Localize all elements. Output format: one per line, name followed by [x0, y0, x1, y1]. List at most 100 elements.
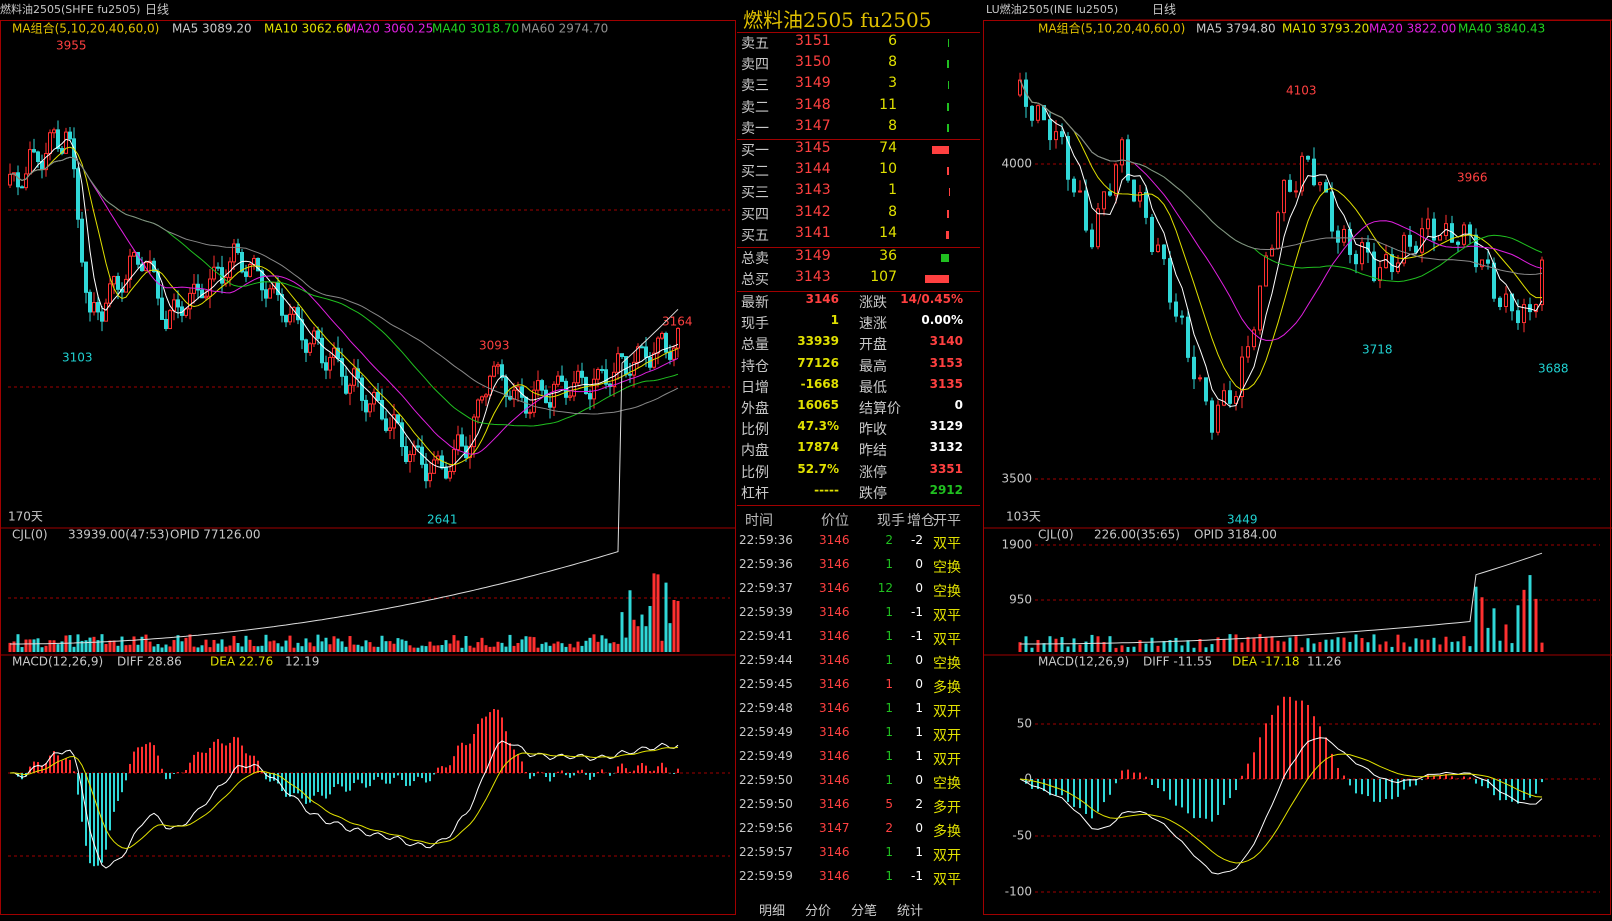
tab[interactable]: 统计 [897, 900, 923, 919]
book-label: 总卖 [741, 248, 769, 268]
price-label: 3688 [1538, 362, 1569, 376]
stat-value: 77126 [789, 356, 839, 370]
stat-label: 持仓 [741, 356, 769, 376]
days: 103天 [1006, 510, 1041, 524]
volume-bar [1283, 642, 1286, 652]
candle [101, 312, 104, 321]
trade-time: 22:59:48 [739, 701, 793, 715]
period[interactable]: 日线 [1152, 3, 1176, 17]
volume-bar [1157, 646, 1160, 652]
candle [325, 363, 328, 370]
candle [409, 455, 412, 462]
trade-price: 3146 [819, 605, 850, 619]
volume-bar [313, 646, 316, 652]
axis-label: -100 [1005, 885, 1032, 899]
trade-type: 双开 [933, 725, 961, 745]
trade-time: 22:59:50 [739, 773, 793, 787]
tab[interactable]: 分笔 [851, 900, 877, 919]
trade-price: 3146 [819, 797, 850, 811]
volume-bar [1499, 641, 1502, 652]
volume-bar [1505, 624, 1508, 652]
trade-type: 空换 [933, 581, 961, 601]
stat-value: 3146 [789, 292, 839, 306]
volume-bar [281, 646, 284, 652]
volume-bar [617, 644, 620, 652]
volume-bar [389, 641, 392, 652]
volume-bar [549, 646, 552, 652]
tab[interactable]: 明细 [759, 900, 785, 919]
macd-label: MACD(12,26,9) [12, 655, 103, 669]
trade-volume: 5 [867, 797, 893, 811]
volume-bar [277, 643, 280, 652]
book-label: 卖四 [741, 54, 769, 74]
symbol[interactable]: 燃料油2505(SHFE fu2505) [0, 2, 140, 16]
period[interactable]: 日线 [145, 3, 169, 17]
candle [245, 272, 248, 277]
candle [537, 381, 540, 391]
volume-bar [1121, 645, 1124, 652]
volume-bar [221, 639, 224, 652]
candle [1175, 302, 1178, 316]
book-volume: 74 [857, 140, 897, 156]
stat-value: 3132 [897, 440, 963, 454]
volume-bar [1397, 635, 1400, 652]
price-label: 4103 [1286, 84, 1317, 98]
candle [189, 293, 192, 308]
volume-bar [1271, 636, 1274, 652]
trade-type: 双平 [933, 533, 961, 553]
volume-bar [565, 647, 568, 652]
volume-bar [365, 640, 368, 652]
volume-bar [101, 634, 104, 652]
volume-bar [53, 640, 56, 652]
book-label: 总买 [741, 269, 769, 289]
volume-bar [65, 636, 68, 652]
candle [497, 365, 500, 366]
volume-bar [1331, 639, 1334, 652]
trade-volume: 1 [867, 677, 893, 691]
volume-bar [561, 643, 564, 652]
candle [669, 352, 672, 359]
book-label: 卖一 [741, 118, 769, 138]
ma-value: MA5 3794.80 [1196, 22, 1276, 36]
candle [1151, 217, 1154, 251]
candle [37, 152, 40, 162]
trade-volume: 1 [867, 653, 893, 667]
volume-bar [349, 636, 352, 652]
volume-bar [1115, 648, 1118, 652]
volume-bar [145, 635, 148, 652]
volume-bar [1205, 647, 1208, 652]
volume-bar [1469, 646, 1472, 652]
candle [329, 358, 332, 371]
book-bar [946, 231, 949, 239]
volume-bar [1229, 634, 1232, 652]
trade-type: 双开 [933, 749, 961, 769]
volume-bar [173, 640, 176, 652]
candle [389, 428, 392, 430]
volume-bar [181, 641, 184, 652]
volume-bar [85, 640, 88, 652]
trade-price: 3146 [819, 773, 850, 787]
book-label: 买四 [741, 204, 769, 224]
candle [29, 150, 32, 174]
volume-bar [341, 641, 344, 652]
symbol[interactable]: LU燃油2505(INE lu2505) [986, 2, 1118, 16]
volume-bar [357, 645, 360, 652]
ma-line [10, 139, 678, 467]
book-bar [925, 275, 949, 283]
candle [65, 132, 68, 153]
volume-bar [201, 645, 204, 652]
stat-label: 涨停 [859, 462, 887, 482]
book-price: 3141 [795, 225, 831, 241]
volume-bar [129, 645, 132, 652]
tab[interactable]: 分价 [805, 900, 831, 919]
volume-bar [661, 641, 664, 652]
volume-bar [177, 635, 180, 652]
trade-price: 3146 [819, 869, 850, 883]
macd-diff: DIFF -11.55 [1143, 655, 1212, 669]
price-label: 3093 [479, 339, 510, 353]
vol-label: CJL(0) [1038, 528, 1074, 542]
vol-value: 226.00(35:65) [1094, 528, 1180, 542]
candle [1379, 268, 1382, 281]
stat-label: 速涨 [859, 313, 887, 333]
